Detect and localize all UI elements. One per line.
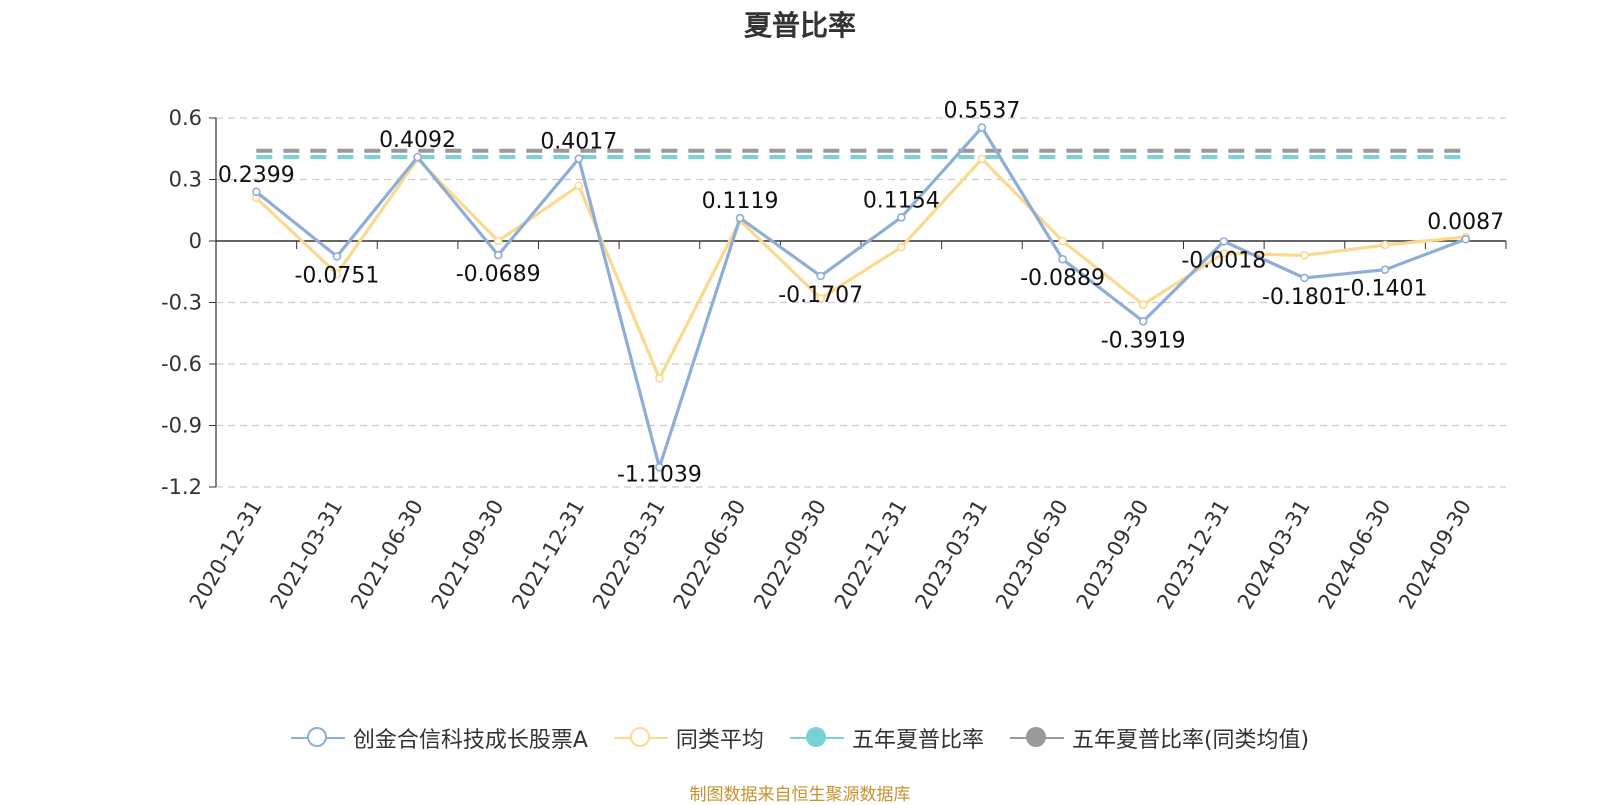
data-point	[332, 269, 342, 279]
legend-item-five-year-sharpe[interactable]: 五年夏普比率	[789, 722, 984, 754]
legend-item-category-average[interactable]: 同类平均	[613, 722, 764, 754]
x-tick-label: 2022-09-30	[749, 496, 831, 614]
legend-label-five-year-sharpe-average: 五年夏普比率(同类均值)	[1071, 728, 1310, 753]
legend-label-five-year-sharpe: 五年夏普比率	[851, 728, 984, 753]
data-point	[897, 242, 906, 252]
x-tick-label: 2024-03-31	[1233, 496, 1315, 614]
data-point	[1058, 236, 1067, 246]
data-point	[655, 462, 664, 472]
legend: 创金合信科技成长股票A 同类平均 五年夏普比率 五年夏普比率(同类均值)	[0, 722, 1600, 754]
y-tick-label: 0.6	[169, 106, 202, 130]
data-point	[1138, 300, 1148, 309]
data-point	[1058, 254, 1067, 264]
data-label: 0.1154	[863, 188, 940, 213]
chart-title: 夏普比率	[743, 9, 856, 42]
x-tick-label: 2021-03-31	[265, 496, 347, 614]
x-tick-label: 2022-03-31	[588, 496, 670, 614]
data-label: 0.1119	[702, 189, 779, 214]
legend-item-fund[interactable]: 创金合信科技成长股票A	[290, 722, 588, 754]
data-point	[493, 236, 503, 246]
x-tick-label: 2023-09-30	[1072, 496, 1154, 614]
data-point	[1219, 249, 1229, 258]
x-tick-label: 2022-12-31	[830, 496, 912, 614]
x-tick-label: 2022-06-30	[669, 496, 751, 614]
y-tick-label: -1.2	[161, 475, 202, 499]
data-point	[1300, 273, 1309, 283]
data-point	[1138, 317, 1148, 326]
data-label: -0.0889	[1020, 266, 1105, 291]
data-label: -0.1801	[1262, 285, 1347, 310]
legend-marker-category-average	[613, 724, 668, 752]
data-label: -1.1039	[617, 462, 702, 487]
x-tick-label: 2023-12-31	[1152, 496, 1234, 614]
source-note: 制图数据来自恒生聚源数据库	[689, 785, 911, 805]
x-tick-label: 2021-09-30	[427, 496, 509, 614]
y-tick-label: -0.3	[161, 291, 202, 315]
legend-marker-five-year-sharpe-average	[1009, 724, 1064, 752]
x-tick-label: 2020-12-31	[185, 496, 267, 614]
data-point	[413, 152, 422, 162]
series-line	[255, 157, 1466, 380]
data-point	[1461, 234, 1470, 244]
x-tick-label: 2023-06-30	[991, 496, 1073, 614]
x-tick-label: 2024-06-30	[1314, 496, 1396, 614]
legend-item-five-year-sharpe-average[interactable]: 五年夏普比率(同类均值)	[1009, 722, 1310, 754]
data-point	[655, 374, 664, 383]
data-label: -0.0751	[294, 263, 379, 288]
data-point	[977, 123, 987, 132]
x-tick-label: 2021-06-30	[346, 496, 428, 614]
data-point	[816, 294, 825, 303]
data-point	[816, 271, 825, 281]
legend-label-category-average: 同类平均	[675, 728, 764, 753]
x-tick-label: 2021-12-31	[507, 496, 589, 614]
y-tick-label: 0.3	[169, 168, 202, 192]
data-point	[332, 252, 342, 261]
y-tick-label: 0	[189, 229, 202, 253]
x-tick-label: 2023-03-31	[910, 496, 992, 614]
data-label: -0.1707	[778, 283, 863, 308]
data-label: -0.1401	[1343, 277, 1428, 302]
data-point	[1380, 240, 1390, 250]
data-label: 0.5537	[943, 98, 1020, 123]
data-label: 0.4092	[379, 128, 456, 153]
data-point	[493, 250, 503, 260]
data-point	[735, 213, 745, 223]
data-label: 0.2399	[218, 163, 295, 188]
data-label: 0.4017	[540, 130, 617, 155]
data-point	[1300, 251, 1309, 260]
data-point	[897, 213, 906, 222]
data-point	[1219, 237, 1229, 246]
data-label: -0.0689	[456, 262, 541, 287]
data-point	[1380, 265, 1390, 275]
legend-label-fund: 创金合信科技成长股票A	[352, 728, 588, 753]
legend-marker-five-year-sharpe	[789, 724, 844, 752]
y-tick-label: -0.9	[161, 414, 202, 438]
legend-marker-fund	[290, 724, 345, 752]
x-tick-label: 2024-09-30	[1394, 496, 1476, 614]
data-point	[977, 154, 987, 164]
data-point	[574, 181, 584, 190]
data-point	[252, 187, 261, 197]
data-label: -0.3919	[1101, 328, 1186, 353]
data-point	[574, 154, 584, 163]
y-tick-label: -0.6	[161, 352, 202, 376]
data-label: 0.0087	[1427, 210, 1504, 235]
series-line	[255, 125, 1467, 469]
data-label: -0.0018	[1181, 248, 1266, 273]
